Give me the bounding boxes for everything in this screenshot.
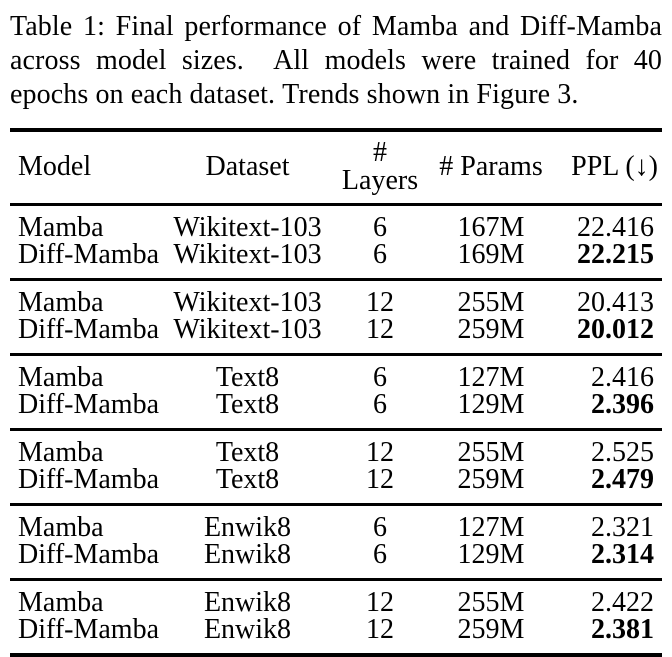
- caption-line-2: across model sizes. All models were trai…: [10, 45, 662, 76]
- group-text8-6l: Mamba Text8 6 127M 2.416 Diff-Mamba Text…: [10, 354, 662, 430]
- cell-layers: 12: [366, 614, 394, 645]
- cell-layers: 12: [366, 287, 394, 318]
- cell-layers: 6: [373, 239, 387, 270]
- cell-ppl: 2.416: [591, 362, 654, 393]
- header-ppl: PPL (↓): [571, 151, 658, 182]
- group-wikitext103-6l: Mamba Wikitext-103 6 167M 22.416 Diff-Ma…: [10, 204, 662, 280]
- cell-model: Diff-Mamba: [18, 314, 159, 345]
- header-dataset: Dataset: [205, 151, 290, 182]
- cell-ppl: 20.413: [577, 287, 654, 318]
- table-row: Mamba Text8 6 127M 2.416: [10, 355, 662, 392]
- group-text8-12l: Mamba Text8 12 255M 2.525 Diff-Mamba Tex…: [10, 429, 662, 505]
- table-row: Mamba Text8 12 255M 2.525: [10, 430, 662, 467]
- table-row: Mamba Enwik8 6 127M 2.321: [10, 505, 662, 542]
- cell-dataset: Enwik8: [203, 587, 292, 618]
- cell-layers: 12: [366, 587, 394, 618]
- cell-layers: 6: [373, 539, 387, 570]
- cell-layers: 6: [373, 362, 387, 393]
- cell-ppl-best: 22.215: [577, 239, 654, 270]
- cell-dataset: Text8: [215, 389, 280, 420]
- header-row: Model Dataset # Layers # Params PPL (↓): [10, 130, 662, 205]
- cell-layers: 12: [366, 464, 394, 495]
- cell-dataset: Wikitext-103: [173, 212, 322, 243]
- table-row: Diff-Mamba Text8 12 259M 2.479: [10, 466, 662, 505]
- cell-ppl: 2.525: [591, 437, 654, 468]
- cell-dataset: Enwik8: [203, 539, 292, 570]
- cell-ppl: 22.416: [577, 212, 654, 243]
- group-enwik8-12l: Mamba Enwik8 12 255M 2.422 Diff-Mamba En…: [10, 579, 662, 656]
- table-row: Mamba Wikitext-103 6 167M 22.416: [10, 205, 662, 242]
- cell-model: Mamba: [18, 287, 104, 318]
- results-table: Model Dataset # Layers # Params PPL (↓) …: [10, 128, 662, 657]
- header-model: Model: [18, 151, 92, 182]
- cell-layers: 12: [366, 437, 394, 468]
- table-header: Model Dataset # Layers # Params PPL (↓): [10, 130, 662, 205]
- cell-params: 169M: [457, 239, 525, 270]
- cell-params: 259M: [457, 314, 525, 345]
- cell-layers: 12: [366, 314, 394, 345]
- cell-model: Mamba: [18, 212, 104, 243]
- cell-params: 259M: [457, 614, 525, 645]
- cell-model: Diff-Mamba: [18, 464, 159, 495]
- cell-model: Mamba: [18, 362, 104, 393]
- table-row: Diff-Mamba Enwik8 6 129M 2.314: [10, 541, 662, 580]
- group-enwik8-6l: Mamba Enwik8 6 127M 2.321 Diff-Mamba Enw…: [10, 504, 662, 580]
- caption-line-3: epochs on each dataset. Trends shown in …: [10, 79, 579, 110]
- cell-ppl: 2.321: [591, 512, 654, 543]
- cell-params: 129M: [457, 539, 525, 570]
- cell-model: Diff-Mamba: [18, 614, 159, 645]
- cell-layers: 6: [373, 389, 387, 420]
- cell-params: 255M: [457, 587, 525, 618]
- cell-params: 255M: [457, 437, 525, 468]
- cell-dataset: Wikitext-103: [173, 287, 322, 318]
- cell-params: 127M: [457, 512, 525, 543]
- cell-params: 167M: [457, 212, 525, 243]
- cell-dataset: Wikitext-103: [173, 239, 322, 270]
- cell-dataset: Text8: [215, 437, 280, 468]
- table-row: Mamba Wikitext-103 12 255M 20.413: [10, 280, 662, 317]
- cell-model: Mamba: [18, 512, 104, 543]
- cell-dataset: Enwik8: [203, 512, 292, 543]
- table-row: Diff-Mamba Wikitext-103 12 259M 20.012: [10, 316, 662, 355]
- cell-ppl: 2.422: [591, 587, 654, 618]
- cell-ppl-best: 20.012: [577, 314, 654, 345]
- table-caption: Table 1: Final performance of Mamba and …: [10, 10, 662, 112]
- table-row: Diff-Mamba Text8 6 129M 2.396: [10, 391, 662, 430]
- cell-model: Diff-Mamba: [18, 389, 159, 420]
- cell-ppl-best: 2.314: [591, 539, 654, 570]
- cell-params: 127M: [457, 362, 525, 393]
- table-row: Diff-Mamba Enwik8 12 259M 2.381: [10, 616, 662, 655]
- cell-model: Diff-Mamba: [18, 239, 159, 270]
- cell-layers: 6: [373, 512, 387, 543]
- cell-params: 129M: [457, 389, 525, 420]
- cell-dataset: Text8: [215, 464, 280, 495]
- group-wikitext103-12l: Mamba Wikitext-103 12 255M 20.413 Diff-M…: [10, 279, 662, 355]
- cell-layers: 6: [373, 212, 387, 243]
- cell-model: Mamba: [18, 587, 104, 618]
- table-row: Mamba Enwik8 12 255M 2.422: [10, 580, 662, 617]
- header-params: # Params: [439, 151, 543, 182]
- cell-dataset: Enwik8: [203, 614, 292, 645]
- cell-ppl-best: 2.381: [591, 614, 654, 645]
- cell-ppl-best: 2.396: [591, 389, 654, 420]
- cell-params: 255M: [457, 287, 525, 318]
- caption-line-1: Table 1: Final performance of Mamba and …: [10, 11, 662, 42]
- table-row: Diff-Mamba Wikitext-103 6 169M 22.215: [10, 241, 662, 280]
- cell-params: 259M: [457, 464, 525, 495]
- header-layers: # Layers: [341, 137, 419, 196]
- cell-dataset: Text8: [215, 362, 280, 393]
- cell-model: Mamba: [18, 437, 104, 468]
- cell-dataset: Wikitext-103: [173, 314, 322, 345]
- cell-ppl-best: 2.479: [591, 464, 654, 495]
- cell-model: Diff-Mamba: [18, 539, 159, 570]
